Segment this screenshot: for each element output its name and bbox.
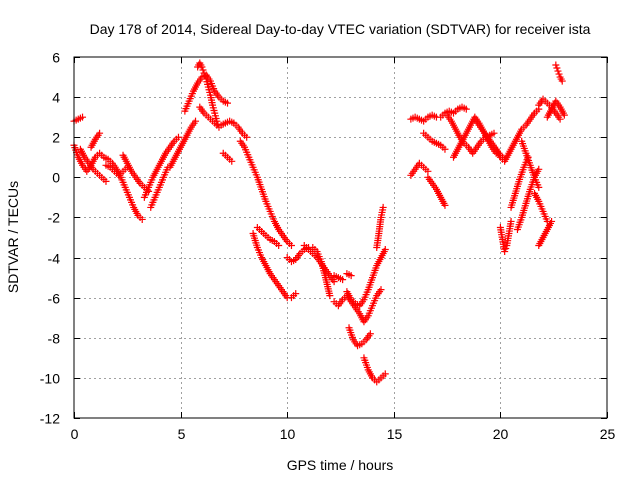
data-point [326, 292, 334, 300]
data-point [79, 113, 87, 121]
y-tick-label: 6 [52, 50, 60, 66]
data-point [507, 217, 515, 225]
data-point [243, 133, 251, 141]
data-point [199, 66, 207, 74]
data-point [201, 72, 209, 80]
x-tick-label: 25 [600, 426, 616, 442]
data-points [70, 59, 568, 386]
data-point [379, 203, 387, 211]
y-axis-label: SDTVAR / TECUs [5, 181, 21, 293]
y-tick-label: -12 [40, 411, 60, 427]
data-point [174, 133, 182, 141]
x-tick-label: 5 [178, 426, 186, 442]
data-point [198, 63, 206, 71]
data-point [381, 370, 389, 378]
data-point [548, 217, 556, 225]
data-point [366, 330, 374, 338]
data-point [424, 167, 432, 175]
data-point [96, 129, 104, 137]
data-point [555, 70, 563, 78]
data-point [552, 61, 560, 69]
data-point [192, 117, 200, 125]
data-point [138, 215, 146, 223]
data-point [381, 246, 389, 254]
data-point [275, 242, 283, 250]
data-point [200, 69, 208, 77]
y-tick-label: -2 [48, 210, 61, 226]
data-point [347, 272, 355, 280]
y-tick-label: 4 [52, 90, 60, 106]
data-point [441, 201, 449, 209]
x-tick-label: 10 [280, 426, 296, 442]
data-point [462, 105, 470, 113]
data-point [560, 111, 568, 119]
y-tick-label: -8 [48, 331, 61, 347]
data-point [501, 248, 509, 256]
data-point [292, 290, 300, 298]
x-tick-label: 15 [387, 426, 403, 442]
data-point [556, 115, 564, 123]
data-point [377, 286, 385, 294]
data-point [535, 165, 543, 173]
plot-frame [73, 56, 608, 419]
data-point [339, 276, 347, 284]
data-point [554, 67, 562, 75]
data-point [330, 278, 338, 286]
axis-ticks: 0 5 10 15 20 25 -12 -10 -8 -6 -4 -2 0 2 4 6 [40, 50, 616, 443]
x-tick-label: 0 [71, 426, 79, 442]
data-point [535, 183, 543, 191]
data-point [224, 99, 232, 107]
data-point [553, 64, 561, 72]
data-point [490, 129, 498, 137]
y-tick-label: 0 [52, 170, 60, 186]
y-tick-label: -6 [48, 291, 61, 307]
x-tick-label: 20 [493, 426, 509, 442]
data-point [287, 242, 295, 250]
data-point [228, 157, 236, 165]
x-axis-label: GPS time / hours [287, 457, 394, 473]
y-tick-label: -4 [48, 251, 61, 267]
data-point [502, 245, 510, 253]
chart-title: Day 178 of 2014, Sidereal Day-to-day VTE… [90, 21, 591, 37]
y-tick-label: -10 [40, 371, 60, 387]
y-tick-label: 2 [52, 130, 60, 146]
data-point [558, 77, 566, 85]
data-point [441, 145, 449, 153]
data-point [102, 177, 110, 185]
